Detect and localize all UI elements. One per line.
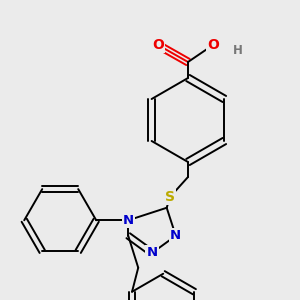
- Text: O: O: [152, 38, 164, 52]
- Text: N: N: [123, 214, 134, 227]
- Text: N: N: [170, 229, 181, 242]
- Text: O: O: [207, 38, 219, 52]
- Text: S: S: [165, 190, 175, 204]
- Text: N: N: [146, 247, 158, 260]
- Text: H: H: [233, 44, 243, 56]
